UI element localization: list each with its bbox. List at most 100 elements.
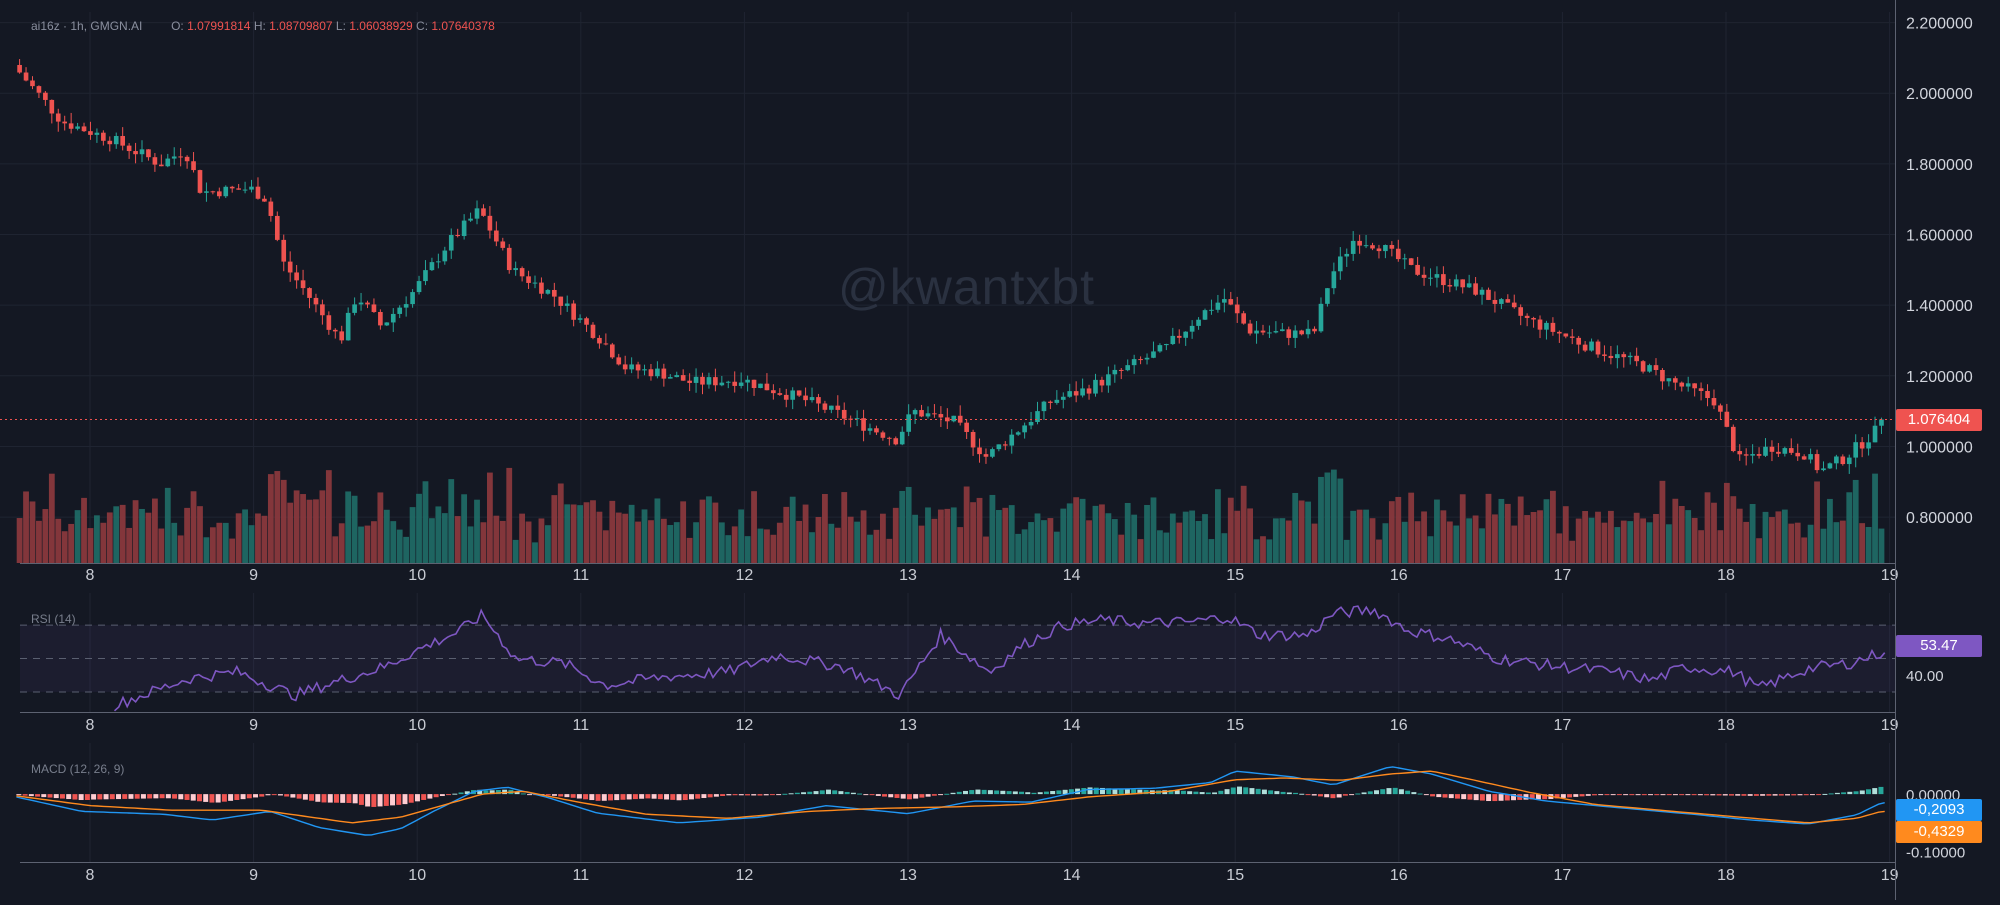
volume-bar [1865,526,1872,563]
candle [1859,442,1865,449]
candle [1466,283,1472,288]
macd-histogram-bar [1261,789,1267,795]
volume-bar [1723,482,1730,563]
macd-histogram-bar [688,794,694,800]
y-tick-label: 2.200000 [1906,16,1973,33]
grid-lines [0,12,1895,862]
macd-histogram-bar [1803,794,1809,796]
volume-bar [1756,538,1762,563]
volume-bar [1227,497,1234,563]
macd-histogram-bar [695,794,701,799]
macd-histogram-bar [794,792,800,795]
macd-histogram-bar [1828,793,1834,795]
candle [159,164,164,167]
macd-histogram-bar [545,794,551,796]
volume-bar [796,520,803,563]
candle [1060,396,1066,400]
volume-bar [448,479,455,563]
macd-histogram-bar [1087,787,1093,795]
macd-histogram-bar [894,794,900,798]
macd-histogram-bar [726,794,732,796]
x-tick-label: 10 [408,717,426,734]
volume-bar [1292,492,1299,563]
candle [1563,333,1569,337]
candle [255,186,261,199]
macd-histogram-bar [769,794,775,796]
volume-bar [1382,523,1389,563]
volume-bar [377,492,384,563]
volume-bar [1176,522,1183,563]
x-tick-label: 8 [86,867,95,884]
candle [545,289,551,294]
candle [30,80,35,87]
macd-histogram-bar [1037,792,1043,795]
y-tick-label: 1.600000 [1906,228,1973,245]
candle [378,311,383,326]
macd-histogram-bar [1741,794,1747,796]
macd-histogram-bar [564,794,570,798]
macd-histogram-bar [103,794,109,800]
volume-bar [1240,485,1247,563]
volume-bar [126,527,133,563]
volume-bar [487,472,493,563]
volume-bar [1356,509,1363,563]
candle [1453,279,1459,287]
volume-bar [699,499,706,563]
volume-bar [48,473,55,563]
macd-histogram-bar [1374,790,1380,795]
volume-bar [1665,524,1672,563]
volume-bar [16,518,23,563]
candle [62,121,68,124]
macd-histogram-bar [1436,794,1442,798]
rsi-pane-label[interactable]: RSI (14) [31,612,76,626]
volume-bar [1794,522,1801,563]
volume-bar [1253,539,1260,563]
candle [912,410,918,415]
volume-bar [718,522,725,563]
macd-histogram-bar [190,794,196,801]
macd-histogram-bar [1031,792,1037,795]
candle [1151,351,1156,358]
macd-histogram-bar [302,794,308,800]
macd-histogram-bar [184,794,190,800]
macd-histogram-bar [402,794,408,805]
volume-bar [1595,511,1601,563]
macd-histogram-bar [1866,789,1871,795]
macd-histogram-bar [365,794,371,807]
macd-histogram-bar [1685,794,1691,796]
candle [1718,405,1723,412]
macd-histogram-bar [1511,794,1517,801]
candle [1196,319,1201,326]
candle [1531,317,1536,320]
candle [55,113,61,122]
macd-pane-label[interactable]: MACD (12, 26, 9) [31,762,125,776]
macd-histogram-bar [358,794,364,805]
candle [1260,330,1266,333]
macd-histogram-bar [458,792,464,795]
volume-bar [61,531,68,563]
candle [146,149,151,158]
candle [1840,456,1846,465]
x-tick-label: 16 [1390,567,1408,584]
macd-histogram-bar [1697,794,1703,796]
macd-histogram-bar [1386,788,1392,795]
candle [1653,365,1659,370]
candle [1318,303,1324,332]
candle [1408,258,1414,265]
symbol-label[interactable]: ai16z · 1h, GMGN.AI [31,19,143,33]
macd-histogram-bar [1106,788,1112,795]
volume-bar [783,506,790,563]
volume-bar [1131,514,1138,563]
volume-bar [177,535,184,563]
volume-bar [1221,533,1228,563]
volume-bar [1614,527,1621,563]
macd-histogram-bar [1243,787,1249,795]
macd-histogram-bar [1224,789,1230,795]
macd-histogram-bar [91,794,97,800]
macd-histogram-bar [1349,794,1355,796]
candle [609,344,615,358]
volume-bar [744,536,751,563]
volume-bar [577,505,583,563]
